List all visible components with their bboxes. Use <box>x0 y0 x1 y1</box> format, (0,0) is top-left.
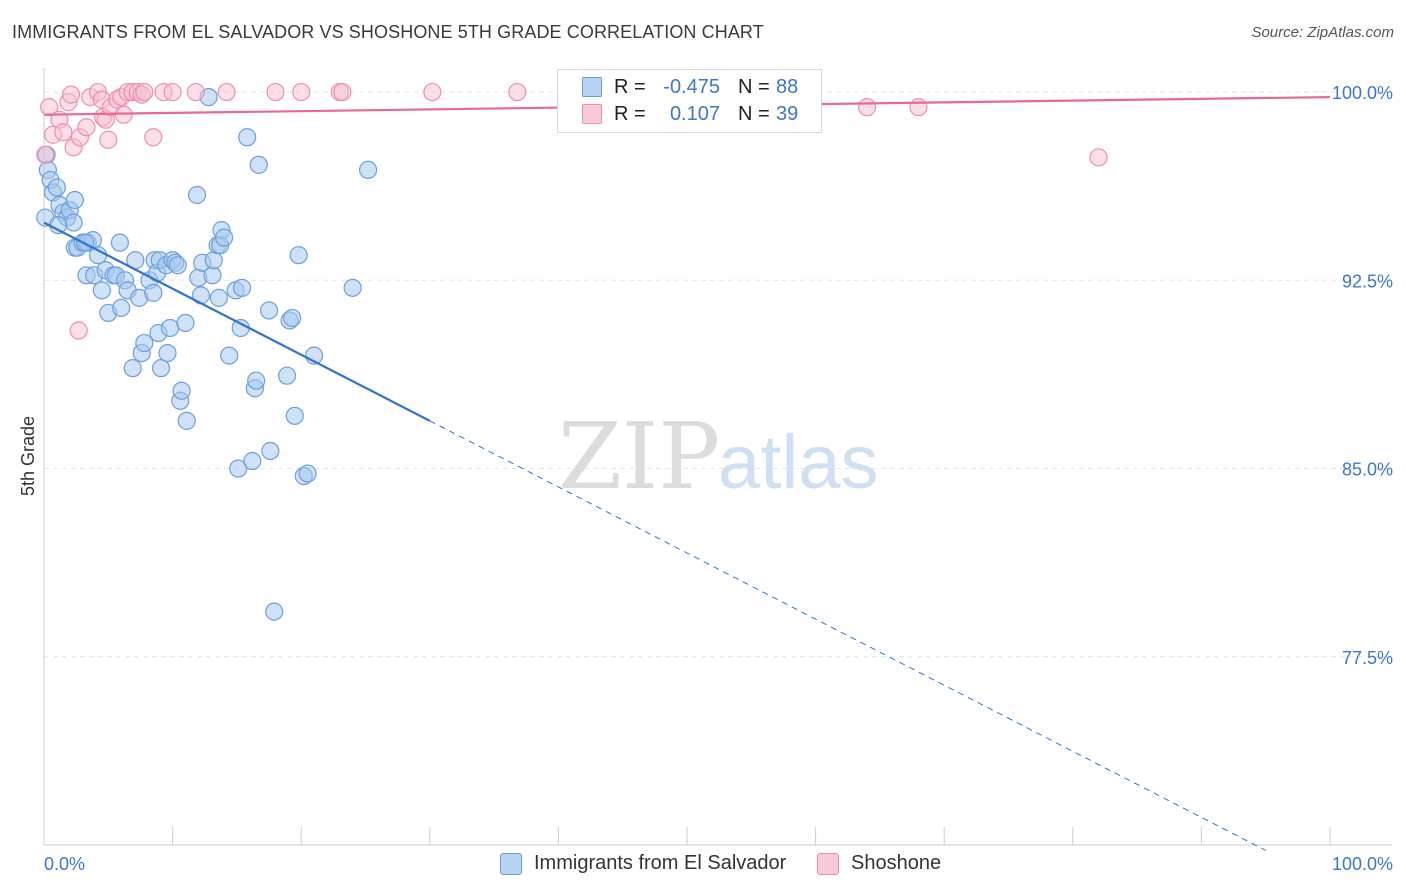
point-shoshone <box>909 98 928 117</box>
point-el-salvador <box>247 371 266 390</box>
point-shoshone <box>163 82 182 102</box>
point-el-salvador <box>172 381 191 400</box>
point-el-salvador <box>277 366 297 385</box>
series-legend: Immigrants from El Salvador Shoshone <box>0 852 1406 878</box>
legend-swatch-pink <box>582 104 602 124</box>
point-shoshone <box>135 82 154 102</box>
y-tick-label: 92.5% <box>1342 271 1393 291</box>
point-el-salvador <box>144 283 163 302</box>
legend-r-value: 0.107 <box>669 102 720 125</box>
point-el-salvador <box>229 459 248 478</box>
y-tick-labels: 100.0% 92.5% 85.0% 77.5% <box>1332 83 1393 668</box>
trend-line-el-salvador <box>43 221 431 422</box>
axes <box>43 68 1392 846</box>
point-el-salvador <box>65 190 84 210</box>
point-el-salvador <box>135 333 154 353</box>
point-el-salvador <box>220 346 239 365</box>
point-shoshone <box>423 82 442 102</box>
point-shoshone <box>292 82 311 102</box>
point-shoshone <box>508 82 527 102</box>
point-el-salvador <box>249 155 268 174</box>
source-label: Source: ZipAtlas.com <box>1251 24 1394 41</box>
legend-label: Immigrants from El Salvador <box>534 852 787 874</box>
legend-swatch-blue <box>582 77 602 97</box>
trend-line-el-salvador-extension <box>429 420 1266 851</box>
legend-r-value: -0.475 <box>663 75 720 98</box>
point-shoshone <box>217 82 236 102</box>
legend-r-label: R = <box>614 75 646 98</box>
point-shoshone <box>186 82 205 102</box>
y-tick-label: 77.5% <box>1342 648 1393 668</box>
watermark-atlas: atlas <box>718 420 879 505</box>
point-el-salvador <box>289 246 308 265</box>
point-el-salvador <box>214 228 234 247</box>
point-el-salvador <box>358 160 378 179</box>
point-el-salvador <box>261 441 280 461</box>
point-el-salvador <box>265 602 284 621</box>
point-el-salvador <box>204 251 223 270</box>
point-el-salvador <box>112 298 131 318</box>
series-el-salvador <box>36 87 378 621</box>
grid-lines <box>44 91 1392 658</box>
point-el-salvador <box>177 411 196 430</box>
point-shoshone <box>266 82 285 102</box>
series-shoshone <box>36 82 1108 340</box>
legend-n-value: 39 <box>776 102 799 125</box>
point-el-salvador <box>285 406 304 425</box>
legend-n-label: N = <box>738 75 770 98</box>
point-shoshone <box>61 85 81 104</box>
legend-swatch-blue <box>500 852 522 875</box>
legend-swatch-pink <box>817 852 839 875</box>
point-shoshone <box>857 98 877 117</box>
y-tick-label: 100.0% <box>1332 83 1393 103</box>
x-tick-labels: 0.0% 100.0% <box>44 854 1393 874</box>
watermark-zip: ZIP <box>558 403 720 510</box>
point-shoshone <box>99 130 118 149</box>
point-el-salvador <box>259 301 279 320</box>
point-el-salvador <box>176 313 195 333</box>
point-el-salvador <box>298 464 317 483</box>
point-el-salvador <box>64 213 83 232</box>
point-shoshone <box>144 128 163 147</box>
watermark: ZIP atlas <box>558 403 879 510</box>
point-el-salvador <box>160 318 180 338</box>
point-el-salvador <box>203 266 222 285</box>
chart-title: IMMIGRANTS FROM EL SALVADOR VS SHOSHONE … <box>12 22 764 42</box>
x-tick-label: 0.0% <box>44 854 85 874</box>
point-el-salvador <box>243 451 262 471</box>
legend-item-el-salvador[interactable]: Immigrants from El Salvador <box>500 852 786 875</box>
point-el-salvador <box>47 178 66 197</box>
point-shoshone <box>77 118 96 137</box>
point-shoshone <box>69 321 88 340</box>
point-shoshone <box>1089 148 1108 167</box>
point-el-salvador <box>209 288 228 307</box>
point-el-salvador <box>158 343 177 363</box>
point-el-salvador <box>151 359 171 378</box>
point-el-salvador <box>168 256 187 275</box>
point-shoshone <box>36 145 55 164</box>
point-shoshone <box>54 123 73 142</box>
y-tick-label: 85.0% <box>1342 460 1393 480</box>
legend-label: Shoshone <box>851 852 942 874</box>
point-el-salvador <box>232 278 252 297</box>
legend-n-label: N = <box>738 102 770 125</box>
legend-row-el-salvador: R = -0.475 N = 88 <box>582 75 798 99</box>
x-tick-label: 100.0% <box>1332 854 1393 874</box>
legend-row-shoshone: R = 0.107 N = 39 <box>582 102 798 126</box>
point-el-salvador <box>110 233 129 252</box>
legend-r-label: R = <box>614 102 646 125</box>
legend-n-value: 88 <box>776 75 799 98</box>
legend-item-shoshone[interactable]: Shoshone <box>817 852 941 875</box>
point-el-salvador <box>187 185 207 205</box>
correlation-legend: R = -0.475 N = 88 R = 0.107 N = 39 <box>557 69 822 133</box>
point-el-salvador <box>238 128 257 147</box>
point-el-salvador <box>123 359 142 378</box>
y-axis-label: 5th Grade <box>18 416 38 496</box>
point-el-salvador <box>343 278 362 297</box>
point-shoshone <box>333 82 352 102</box>
point-el-salvador <box>92 281 111 300</box>
point-el-salvador <box>283 308 302 328</box>
